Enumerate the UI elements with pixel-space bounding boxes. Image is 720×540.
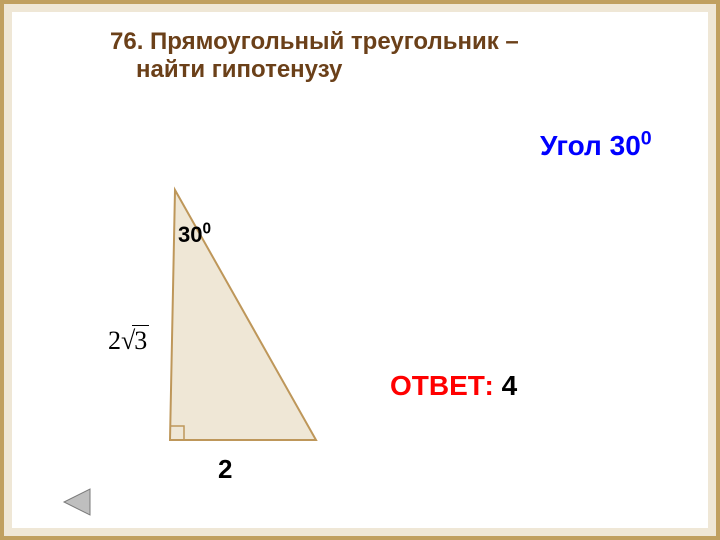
side-bottom-label: 2 <box>218 454 232 485</box>
angle-inside-base: 30 <box>178 222 202 247</box>
side-left-label: 2√3 <box>108 325 149 356</box>
triangle-left-icon <box>64 489 90 515</box>
sqrt-icon: √3 <box>121 325 149 356</box>
side-left-radicand: 3 <box>132 325 149 356</box>
side-left-coefficient: 2 <box>108 326 121 355</box>
angle-inside-exponent: 0 <box>202 221 211 238</box>
answer-value: 4 <box>502 370 518 401</box>
slide-canvas: 76. Прямоугольный треугольник – найти ги… <box>0 0 720 540</box>
answer: ОТВЕТ: 4 <box>390 370 517 402</box>
back-button[interactable] <box>60 485 94 519</box>
angle-inside-label: 300 <box>178 222 211 248</box>
answer-label: ОТВЕТ: <box>390 370 502 401</box>
triangle-figure <box>0 0 720 540</box>
